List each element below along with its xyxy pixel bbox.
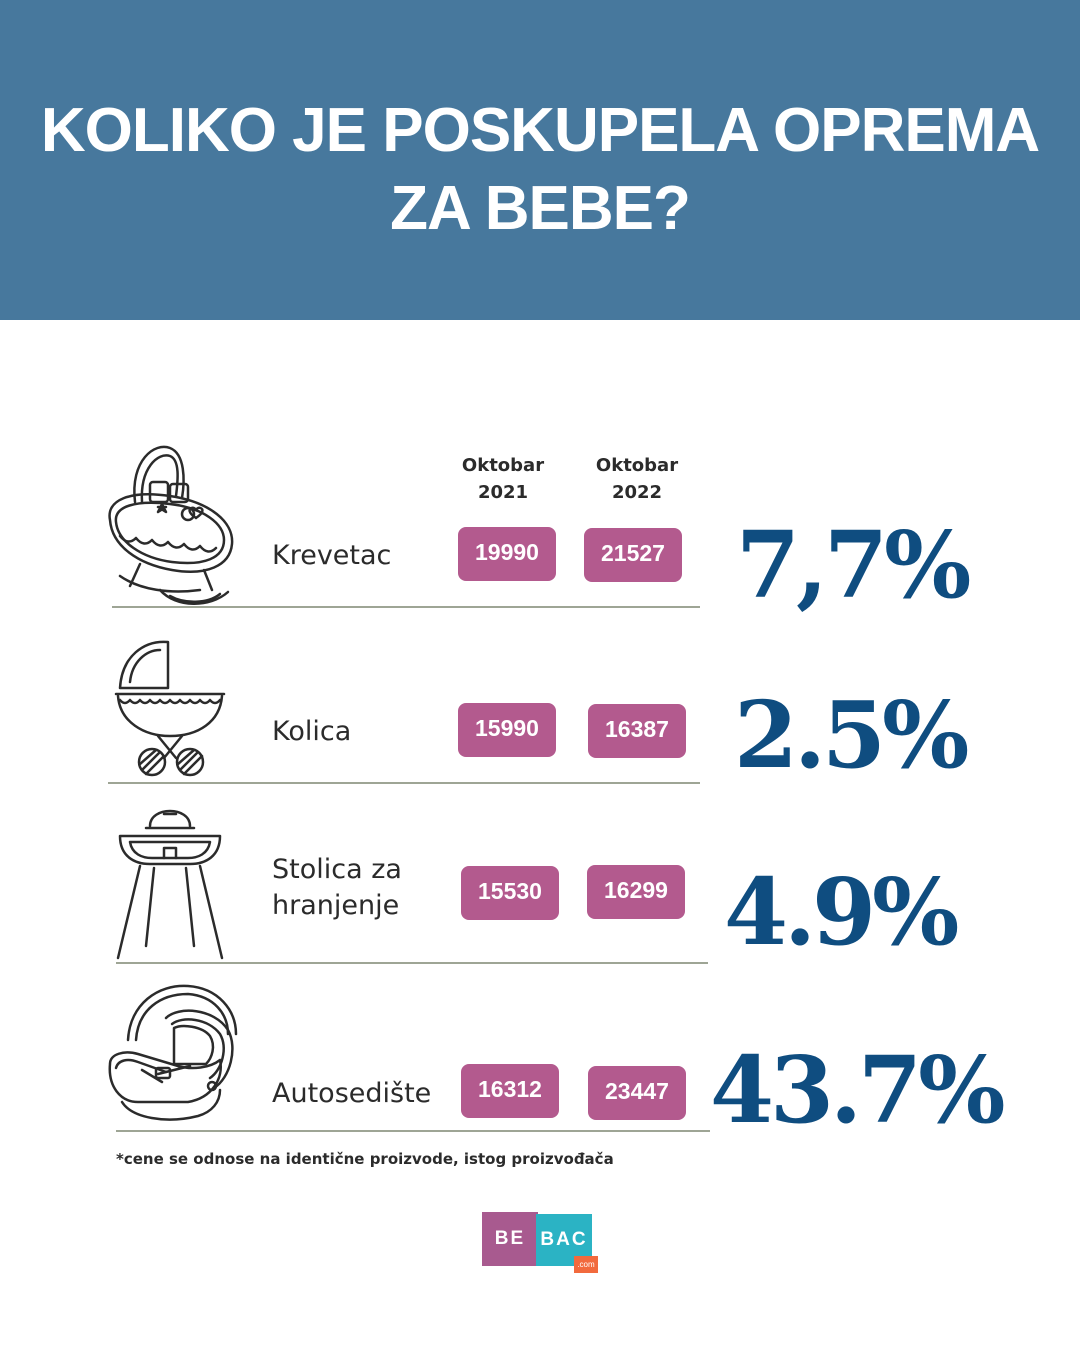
logo-part-com: .com bbox=[574, 1256, 598, 1273]
price-2021-autosediste: 16312 bbox=[461, 1064, 559, 1118]
item-label-stolica: Stolica za hranjenje bbox=[272, 854, 402, 921]
column-header-2021: Oktobar 2021 bbox=[461, 455, 545, 503]
logo-part-be: BE bbox=[482, 1212, 538, 1266]
price-2022-kolica: 16387 bbox=[588, 704, 686, 758]
column-header-2022: Oktobar 2022 bbox=[595, 455, 679, 503]
footnote: *cene se odnose na identične proizvode, … bbox=[116, 1150, 614, 1168]
price-2021-kolica: 15990 bbox=[458, 703, 556, 757]
price-2021-krevetac: 19990 bbox=[458, 527, 556, 581]
item-label-krevetac: Krevetac bbox=[272, 540, 392, 571]
title-line-2: ZA BEBE? bbox=[390, 174, 691, 243]
page-title: KOLIKO JE POSKUPELA OPREMA ZA BEBE? bbox=[0, 92, 1080, 248]
item-label-autosediste: Autosedište bbox=[272, 1078, 432, 1109]
row-divider bbox=[116, 1130, 710, 1132]
row-divider bbox=[116, 962, 708, 964]
stroller-icon bbox=[114, 640, 226, 777]
increase-autosediste: 43.7% bbox=[710, 1036, 1005, 1144]
row-divider bbox=[108, 782, 700, 784]
title-line-1: KOLIKO JE POSKUPELA OPREMA bbox=[40, 96, 1040, 165]
price-2022-krevetac: 21527 bbox=[584, 528, 682, 582]
price-2022-autosediste: 23447 bbox=[588, 1066, 686, 1120]
price-2021-stolica: 15530 bbox=[461, 866, 559, 920]
high-chair-icon bbox=[116, 809, 224, 960]
increase-kolica: 2.5% bbox=[734, 681, 969, 789]
item-label-kolica: Kolica bbox=[272, 716, 352, 747]
bebac-logo[interactable]: BE BAC .com bbox=[482, 1212, 602, 1276]
header-banner: KOLIKO JE POSKUPELA OPREMA ZA BEBE? bbox=[0, 0, 1080, 320]
price-2022-stolica: 16299 bbox=[587, 865, 685, 919]
increase-krevetac: 7,7% bbox=[736, 511, 971, 619]
crib-icon bbox=[108, 445, 234, 605]
row-divider bbox=[112, 606, 700, 608]
increase-stolica: 4.9% bbox=[724, 858, 959, 966]
car-seat-icon bbox=[108, 984, 238, 1121]
logo-part-bac: BAC bbox=[536, 1214, 592, 1266]
